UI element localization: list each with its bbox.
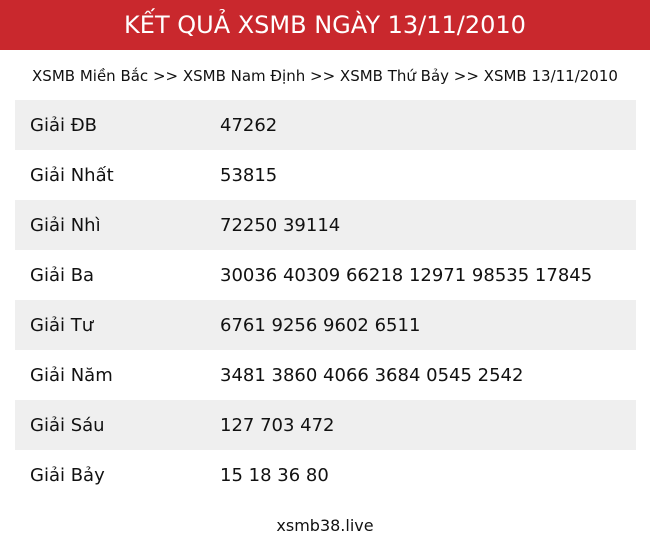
prize-name: Giải Nhì	[30, 214, 101, 236]
prize-name: Giải Năm	[30, 364, 113, 386]
prize-numbers: 6761 9256 9602 6511	[220, 314, 421, 336]
title: KẾT QUẢ XSMB NGÀY 13/11/2010	[124, 11, 526, 39]
page-header: KẾT QUẢ XSMB NGÀY 13/11/2010	[0, 0, 650, 50]
prize-numbers: 15 18 36 80	[220, 464, 329, 486]
prize-name: Giải Bảy	[30, 464, 105, 486]
prize-numbers: 3481 3860 4066 3684 0545 2542	[220, 364, 524, 386]
prize-numbers: 53815	[220, 164, 278, 186]
footer: xsmb38.live	[276, 516, 374, 535]
result-row: Giải Sáu 127 703 472	[15, 400, 636, 450]
prize-name: Giải Sáu	[30, 414, 105, 436]
prize-name: Giải Tư	[30, 314, 94, 336]
prize-numbers: 72250 39114	[220, 214, 341, 236]
prize-numbers: 30036 40309 66218 12971 98535 17845	[220, 264, 593, 286]
result-row: Giải Nhì 72250 39114	[15, 200, 636, 250]
result-row: Giải Nhất 53815	[15, 150, 636, 200]
prize-numbers: 127 703 472	[220, 414, 335, 436]
results-table: Giải ĐB 47262 Giải Nhất 53815 Giải Nhì 72250 …	[15, 100, 636, 500]
prize-name: Giải ĐB	[30, 114, 97, 136]
result-row: Giải Bảy 15 18 36 80	[15, 450, 636, 500]
result-row: Giải Ba 30036 40309 66218 12971 98535 178…	[15, 250, 636, 300]
result-row: Giải Năm 3481 3860 4066 3684 0545 2542	[15, 350, 636, 400]
prize-name: Giải Ba	[30, 264, 95, 286]
prize-numbers: 47262	[220, 114, 278, 136]
result-row: Giải ĐB 47262	[15, 100, 636, 150]
breadcrumb: XSMB Miền Bắc >> XSMB Nam Định >> XSMB T…	[32, 67, 618, 85]
prize-name: Giải Nhất	[30, 164, 114, 186]
result-row: Giải Tư 6761 9256 9602 6511	[15, 300, 636, 350]
